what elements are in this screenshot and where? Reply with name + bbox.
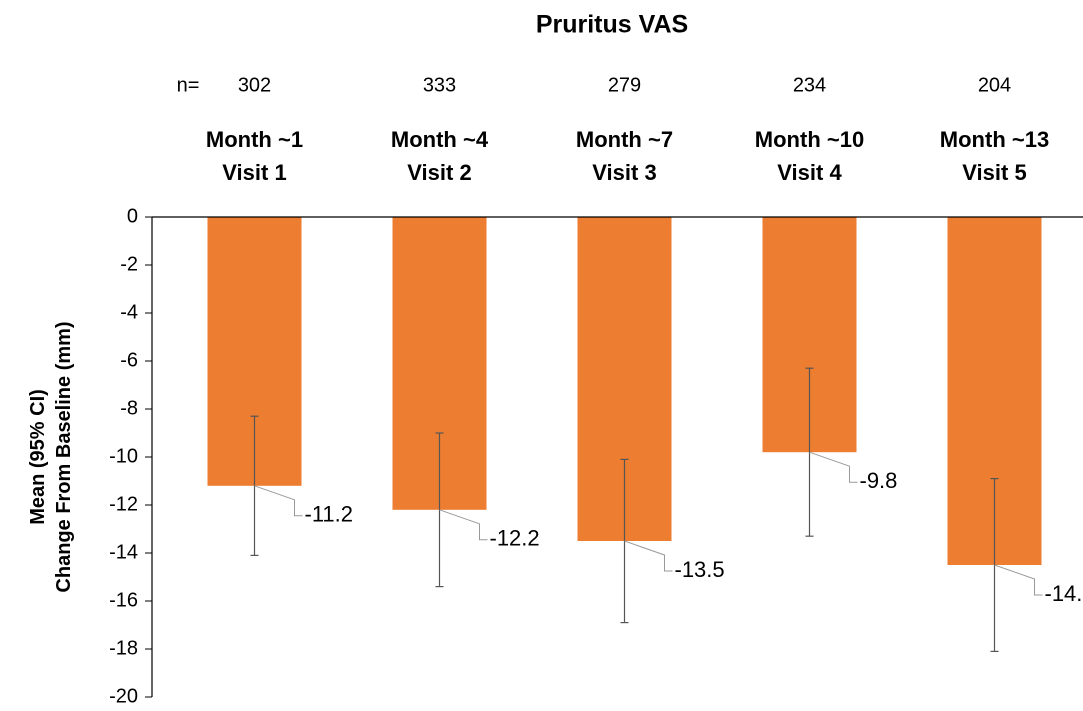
leader-line	[439, 509, 488, 541]
y-tick-label: -4	[120, 301, 138, 323]
y-tick-label: -6	[120, 349, 138, 371]
x-tick-label: Month ~13	[940, 127, 1049, 152]
x-tick-label: Visit 1	[222, 160, 286, 185]
y-axis-label: Mean (95% CI) Change From Baseline (mm)	[27, 321, 75, 592]
x-tick-label: Month ~1	[206, 127, 303, 152]
value-label: -11.2	[305, 502, 354, 527]
n-value: 234	[793, 74, 826, 96]
x-tick-label: Visit 2	[407, 160, 471, 185]
y-tick-label: -10	[109, 445, 138, 467]
y-tick-label: -14	[109, 541, 138, 563]
x-tick-label: Visit 5	[962, 160, 1026, 185]
y-tick-label: 0	[127, 205, 138, 227]
y-tick-label: -2	[120, 253, 138, 275]
leader-line	[994, 564, 1043, 596]
x-tick-label: Month ~4	[391, 127, 489, 152]
x-tick-label: Visit 3	[592, 160, 656, 185]
n-value: 204	[978, 74, 1011, 96]
chart-title: Pruritus VAS	[536, 11, 688, 39]
value-label: -13.5	[675, 557, 725, 582]
x-tick-label: Month ~7	[576, 127, 673, 152]
y-tick-label: -20	[109, 685, 138, 707]
y-axis-label-line: Change From Baseline (mm)	[53, 321, 75, 592]
y-axis-label-line: Mean (95% CI)	[27, 389, 49, 525]
value-label: -12.2	[490, 526, 540, 551]
n-value: 302	[238, 74, 271, 96]
x-tick-label: Visit 4	[777, 160, 842, 185]
x-tick-label: Month ~10	[755, 127, 864, 152]
y-tick-label: -12	[109, 493, 138, 515]
n-value: 279	[608, 74, 641, 96]
y-tick-label: -18	[109, 637, 138, 659]
leader-line	[624, 540, 673, 572]
value-label: -14.5	[1045, 581, 1083, 606]
leader-line	[809, 451, 858, 483]
n-label: n=	[177, 74, 200, 96]
y-tick-label: -16	[109, 589, 138, 611]
n-value: 333	[423, 74, 456, 96]
value-label: -9.8	[860, 468, 898, 493]
leader-line	[254, 485, 303, 517]
y-tick-label: -8	[120, 397, 138, 419]
